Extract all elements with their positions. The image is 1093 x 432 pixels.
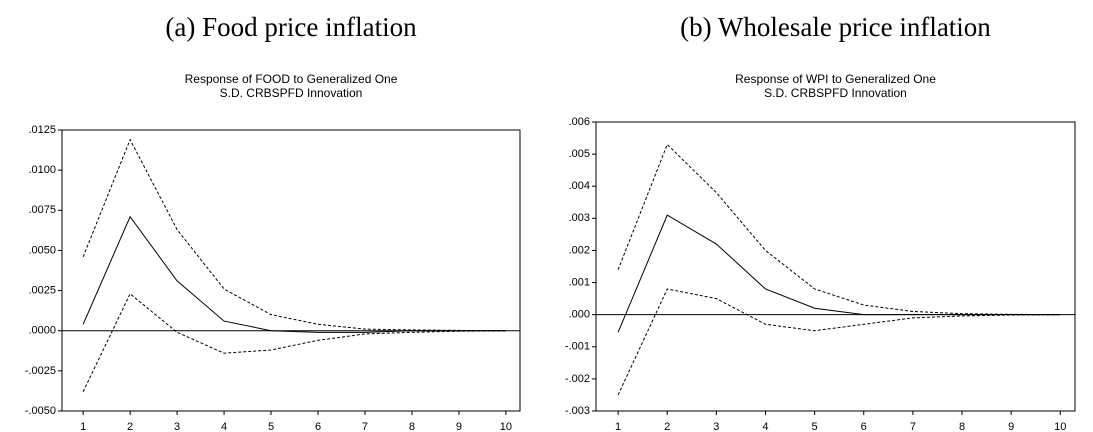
y-tick-label: .001 [569, 276, 590, 288]
x-tick-label: 3 [174, 421, 180, 432]
x-tick-label: 1 [615, 421, 621, 432]
y-tick-label: .0075 [28, 204, 56, 216]
caption: (a) Food price inflation [165, 12, 417, 42]
y-tick-label: .004 [569, 180, 590, 192]
x-tick-label: 8 [409, 421, 415, 432]
x-tick-label: 2 [127, 421, 133, 432]
x-tick-label: 7 [910, 421, 916, 432]
y-tick-label: -.0050 [25, 405, 56, 417]
x-tick-label: 4 [221, 421, 227, 432]
x-tick-label: 3 [713, 421, 719, 432]
response-line [82, 292, 506, 392]
x-tick-label: 4 [762, 421, 768, 432]
x-tick-label: 8 [959, 421, 965, 432]
chart-title: Response of FOOD to Generalized One [185, 72, 398, 86]
y-tick-label: -.003 [565, 405, 590, 417]
response-line [617, 288, 1061, 396]
x-tick-label: 2 [664, 421, 670, 432]
caption: (b) Wholesale price inflation [680, 12, 991, 42]
y-tick-label: .003 [569, 212, 590, 224]
y-tick-label: .0125 [28, 124, 56, 136]
chart-title: Response of WPI to Generalized One [735, 72, 936, 86]
x-tick-label: 9 [1008, 421, 1014, 432]
y-tick-label: .0000 [28, 325, 56, 337]
chart-title: S.D. CRBSPFD Innovation [220, 86, 363, 100]
y-tick-label: .0050 [28, 244, 56, 256]
x-tick-label: 1 [80, 421, 86, 432]
x-tick-label: 5 [268, 421, 274, 432]
y-tick-label: .005 [569, 148, 590, 160]
x-tick-label: 10 [500, 421, 512, 432]
chart-title: S.D. CRBSPFD Innovation [764, 86, 907, 100]
x-tick-label: 9 [456, 421, 462, 432]
x-tick-label: 7 [362, 421, 368, 432]
y-tick-label: .006 [569, 116, 590, 128]
response-line [82, 215, 506, 333]
x-tick-label: 5 [812, 421, 818, 432]
response-line [617, 214, 1061, 333]
x-tick-label: 10 [1054, 421, 1066, 432]
plot-frame [61, 129, 521, 412]
y-tick-label: -.002 [565, 373, 590, 385]
y-tick-label: .0100 [28, 164, 56, 176]
x-tick-label: 6 [315, 421, 321, 432]
response-line [617, 143, 1061, 316]
y-tick-label: .002 [569, 244, 590, 256]
y-tick-label: -.001 [565, 341, 590, 353]
response-line [82, 138, 506, 332]
x-tick-label: 6 [861, 421, 867, 432]
y-tick-label: -.0025 [25, 365, 56, 377]
plot-frame [595, 121, 1076, 412]
y-tick-label: .0025 [28, 284, 56, 296]
y-tick-label: .000 [569, 309, 590, 321]
